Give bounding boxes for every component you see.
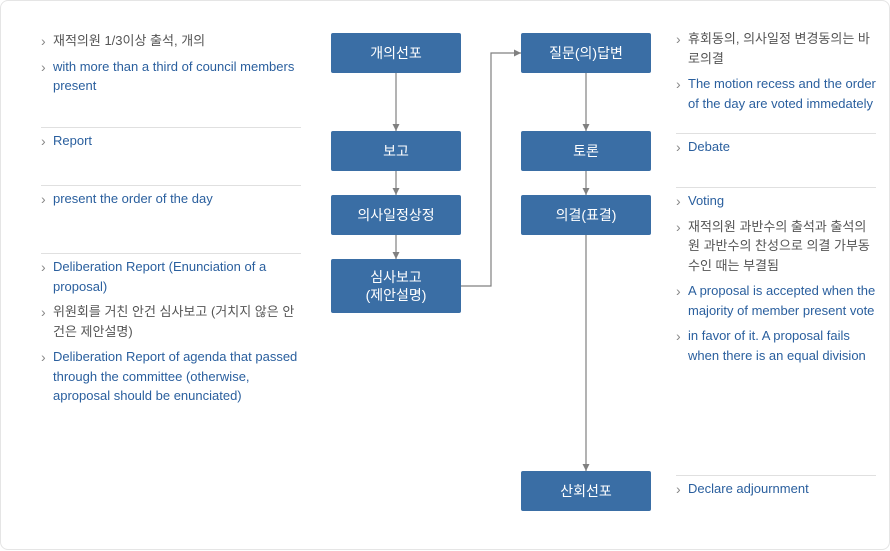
note-item: present the order of the day	[41, 189, 301, 209]
note-item: A proposal is accepted when the majority…	[676, 281, 876, 320]
note-item: in favor of it. A proposal fails when th…	[676, 326, 876, 365]
box-voting: 의결(표결)	[521, 195, 651, 235]
box-opening-declaration: 개의선포	[331, 33, 461, 73]
divider	[676, 187, 876, 188]
divider	[41, 185, 301, 186]
note-item: with more than a third of council member…	[41, 57, 301, 96]
note-item: Report	[41, 131, 301, 151]
note-item: The motion recess and the order of the d…	[676, 74, 876, 113]
box-deliberation-report: 심사보고(제안설명)	[331, 259, 461, 313]
note-item: 위원회를 거친 안건 심사보고 (거치지 않은 안건은 제안설명)	[41, 302, 301, 341]
note-item: Declare adjournment	[676, 479, 876, 499]
divider	[41, 253, 301, 254]
note-item: Deliberation Report of agenda that passe…	[41, 347, 301, 406]
box-qa: 질문(의)답변	[521, 33, 651, 73]
note-item: Voting	[676, 191, 876, 211]
note-item: 재적의원 1/3이상 출석, 개의	[41, 31, 301, 51]
divider	[676, 475, 876, 476]
divider	[41, 127, 301, 128]
diagram-container: 개의선포 보고 의사일정상정 심사보고(제안설명) 질문(의)답변 토론 의결(…	[0, 0, 890, 550]
box-debate: 토론	[521, 131, 651, 171]
divider	[676, 133, 876, 134]
note-item: 휴회동의, 의사일정 변경동의는 바로의결	[676, 29, 876, 68]
box-report: 보고	[331, 131, 461, 171]
note-item: 재적의원 과반수의 출석과 출석의원 과반수의 찬성으로 의결 가부동수인 때는…	[676, 217, 876, 276]
note-item: Deliberation Report (Enunciation of a pr…	[41, 257, 301, 296]
box-adjournment: 산회선포	[521, 471, 651, 511]
box-order-of-day: 의사일정상정	[331, 195, 461, 235]
note-item: Debate	[676, 137, 876, 157]
